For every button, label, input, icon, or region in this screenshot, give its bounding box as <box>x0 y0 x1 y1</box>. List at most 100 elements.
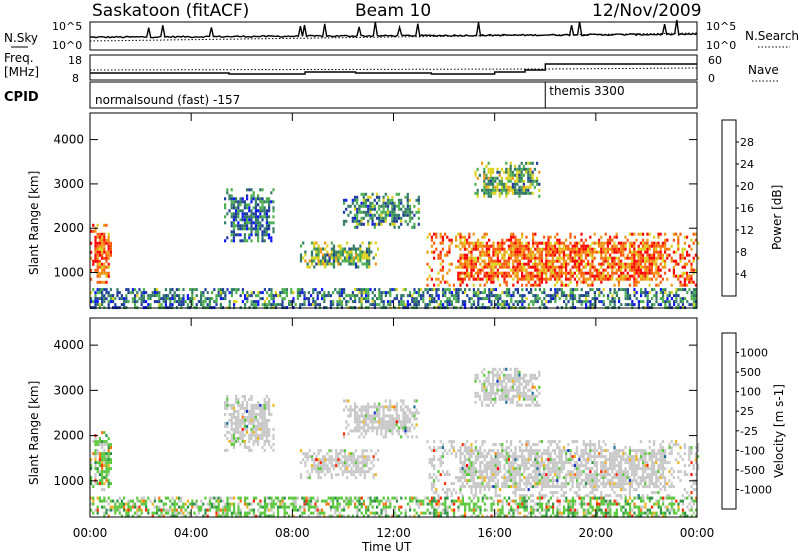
echo-cell-164 <box>235 424 238 428</box>
echo-cell-1718 <box>637 256 640 260</box>
echo-cell-2184 <box>101 297 104 301</box>
echo-cell-529 <box>363 461 366 465</box>
echo-cell-603 <box>360 411 363 415</box>
echo-cell-860 <box>448 473 451 477</box>
echo-cell-1737 <box>639 274 642 278</box>
echo-cell-738 <box>397 420 401 424</box>
echo-cell-290 <box>261 239 264 243</box>
echo-cell-1335 <box>560 250 563 254</box>
echo-cell-1337 <box>560 262 563 266</box>
echo-cell-2463 <box>263 303 266 307</box>
echo-cell-359 <box>313 265 316 269</box>
echo-cell-2655 <box>376 297 379 301</box>
echo-cell-2067 <box>511 173 514 177</box>
echo-cell-2539 <box>307 303 310 307</box>
echo-cell-3097 <box>631 303 634 307</box>
echo-cell-503 <box>374 241 377 245</box>
echo-cell-369 <box>306 452 309 456</box>
echo-cell-1113 <box>521 232 524 236</box>
echo-cell-1551 <box>584 452 587 456</box>
echo-cell-308 <box>261 433 264 437</box>
echo-cell-1351 <box>545 473 548 477</box>
echo-cell-2923 <box>521 300 524 304</box>
echo-cell-3130 <box>651 303 654 307</box>
echo-cell-841 <box>466 262 469 266</box>
echo-cell-981 <box>474 494 477 498</box>
echo-cell-1203 <box>536 256 539 260</box>
echo-cell-2678 <box>389 291 392 295</box>
echo-cell-92 <box>107 235 110 239</box>
echo-cell-1968 <box>483 170 486 174</box>
echo-cell-270 <box>259 200 262 204</box>
echo-cell-2103 <box>520 176 523 180</box>
echo-cell-1181 <box>514 473 517 477</box>
echo-cell-1465 <box>587 244 590 248</box>
echo-cell-592 <box>356 429 359 433</box>
echo-cell-1217 <box>521 461 524 465</box>
echo-cell-2856 <box>486 297 489 301</box>
echo-cell-563 <box>345 426 348 430</box>
echo-cell-2907 <box>512 294 515 298</box>
echo-cell-451 <box>337 458 340 462</box>
echo-cell-2825 <box>468 300 471 304</box>
echo-cell-1145 <box>507 476 510 480</box>
echo-cell-605 <box>360 420 363 424</box>
echo-cell-634 <box>386 204 390 208</box>
echo-cell-440 <box>346 259 349 263</box>
echo-cell-22 <box>96 223 99 227</box>
echo-cell-1242 <box>543 268 546 272</box>
echo-cell-3135 <box>655 291 658 295</box>
echo-cell-42 <box>98 244 101 248</box>
echo-cell-1498 <box>593 232 596 236</box>
echo-cell-607 <box>360 432 363 436</box>
echo-cell-1421 <box>578 247 581 251</box>
echo-cell-1550 <box>604 253 607 257</box>
echo-cell-2342 <box>189 288 192 292</box>
echo-cell-231 <box>248 418 251 422</box>
echo-cell-491 <box>350 470 353 474</box>
echo-cell-2796 <box>450 303 453 307</box>
echo-cell-2985 <box>563 294 566 298</box>
echo-cell-1805 <box>653 256 656 260</box>
echo-cell-993 <box>479 455 482 459</box>
echo-cell-403 <box>330 262 333 266</box>
echo-cell-2872 <box>494 288 497 292</box>
echo-cell-992 <box>479 452 482 456</box>
echo-cell-1048 <box>490 455 493 459</box>
echo-cell-2141 <box>531 170 534 174</box>
echo-cell-512 <box>357 470 360 474</box>
echo-cell-26 <box>96 443 99 447</box>
echo-cell-103 <box>109 446 112 450</box>
echo-cell-598 <box>375 201 379 205</box>
echo-cell-480 <box>346 476 349 480</box>
echo-cell-415 <box>335 259 338 263</box>
echo-cell-2060 <box>509 170 512 174</box>
echo-cell-1245 <box>525 485 528 489</box>
echo-cell-443 <box>335 452 338 456</box>
echo-cell-539 <box>365 470 369 474</box>
echo-cell-1081 <box>514 256 517 260</box>
echo-cell-1236 <box>540 280 543 284</box>
echo-cell-2495 <box>281 297 284 301</box>
echo-cell-1352 <box>545 476 548 480</box>
echo-cell-1620 <box>595 467 598 471</box>
echo-cell-2035 <box>500 191 503 195</box>
echo-cell-3160 <box>668 300 671 304</box>
echo-cell-738 <box>433 256 436 260</box>
echo-cell-499 <box>368 265 371 269</box>
echo-cell-1403 <box>573 259 576 263</box>
echo-cell-2350 <box>191 300 194 304</box>
echo-cell-834 <box>463 277 466 281</box>
echo-cell-253 <box>254 230 257 234</box>
echo-cell-1531 <box>580 455 583 459</box>
echo-cell-1113 <box>501 485 504 489</box>
echo-cell-798 <box>459 235 462 239</box>
echo-cell-280 <box>257 418 260 422</box>
echo-cell-1423 <box>578 253 581 257</box>
echo-cell-1753 <box>644 247 647 251</box>
echo-cell-612 <box>380 213 383 217</box>
echo-cell-1516 <box>598 250 601 254</box>
echo-cell-858 <box>468 277 471 281</box>
echo-cell-2117 <box>525 167 528 171</box>
echo-cell-1108 <box>501 449 504 453</box>
